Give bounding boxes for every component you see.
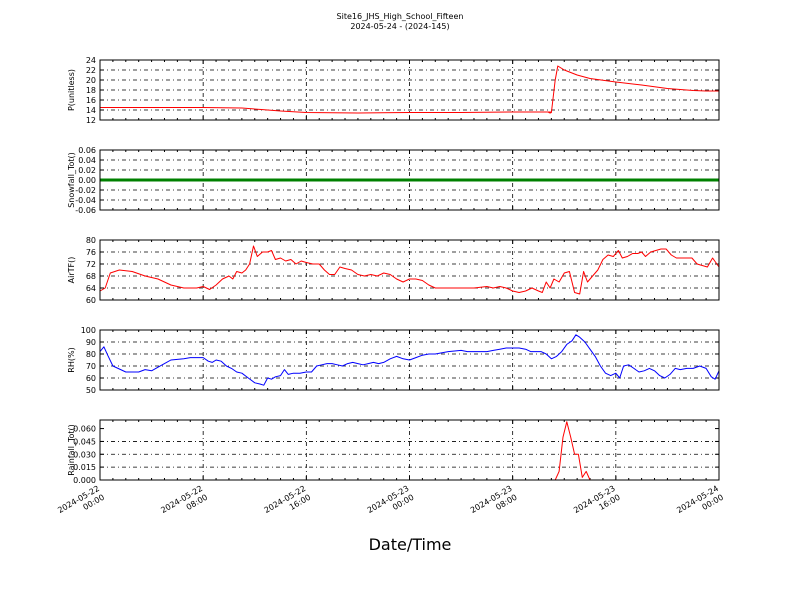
x-tick-label: 2024-05-2208:00 <box>159 484 209 524</box>
x-axis-label: Date/Time <box>369 535 452 554</box>
y-tick-label: -0.06 <box>75 206 96 215</box>
y-tick-label: 90 <box>86 338 96 347</box>
y-tick-label: -0.02 <box>75 186 96 195</box>
y-tick-label: 0.00 <box>78 176 96 185</box>
y-tick-label: 0.015 <box>73 463 96 472</box>
y-axis-label: P(unitless) <box>67 69 76 111</box>
y-axis-label: RH(%) <box>67 347 76 372</box>
x-axis-tick-labels: 2024-05-2200:00 2024-05-2208:00 2024-05-22… <box>56 484 725 524</box>
x-tick-label: 2024-05-2400:00 <box>675 484 725 524</box>
x-tick-label: 2024-05-2200:00 <box>56 484 106 524</box>
x-tick-label: 2024-05-2216:00 <box>263 484 313 524</box>
y-tick-label: 0.000 <box>73 476 96 485</box>
panel-frame <box>99 149 720 211</box>
y-tick-label: 60 <box>86 374 96 383</box>
y-tick-label: 80 <box>86 350 96 359</box>
y-tick-label: 80 <box>86 236 96 245</box>
y-axis-label: Snowfall_Tot() <box>67 152 76 208</box>
series-line <box>99 334 720 386</box>
x-tick-label: 2024-05-2316:00 <box>572 484 622 524</box>
y-tick-label: 76 <box>86 248 96 257</box>
y-tick-label: 18 <box>86 86 96 95</box>
y-tick-label: 0.04 <box>78 156 96 165</box>
y-tick-label: 0.045 <box>73 437 96 446</box>
panel-frame <box>99 329 720 391</box>
panel-frame <box>99 59 720 121</box>
y-axis-label: AirTF() <box>67 257 76 284</box>
y-tick-label: 0.030 <box>73 450 96 459</box>
panel-3: 50 60 70 80 90 100 RH(%) <box>67 326 720 395</box>
y-tick-label: 12 <box>86 116 96 125</box>
series-line <box>99 245 720 295</box>
panel-1: -0.06-0.04-0.020.000.020.040.06Snowfall_… <box>67 146 720 215</box>
x-tick-label: 2024-05-2300:00 <box>366 484 416 524</box>
y-tick-label: 50 <box>86 386 96 395</box>
y-tick-label: -0.04 <box>75 196 96 205</box>
figure-subtitle: 2024-05-24 - (2024-145) <box>350 22 449 31</box>
y-tick-label: 22 <box>86 66 96 75</box>
panel-2: 60 64 68 72 76 80 AirTF() <box>67 236 720 305</box>
y-tick-label: 0.060 <box>73 425 96 434</box>
y-tick-label: 0.02 <box>78 166 96 175</box>
y-tick-label: 70 <box>86 362 96 371</box>
y-tick-label: 68 <box>86 272 96 281</box>
x-tick-label: 2024-05-2308:00 <box>469 484 519 524</box>
series-line <box>100 65 719 114</box>
figure-title: Site16_JHS_High_School_Fifteen <box>337 12 464 21</box>
y-tick-label: 100 <box>81 326 96 335</box>
y-tick-label: 16 <box>86 96 96 105</box>
y-tick-label: 72 <box>86 260 96 269</box>
y-axis-label: Rainfall_Tot() <box>67 424 76 476</box>
y-tick-label: 60 <box>86 296 96 305</box>
y-tick-label: 20 <box>86 76 96 85</box>
y-tick-label: 24 <box>86 56 96 65</box>
y-tick-label: 0.06 <box>78 146 96 155</box>
y-tick-label: 64 <box>86 284 96 293</box>
y-tick-label: 14 <box>86 106 96 115</box>
panel-frame <box>99 239 720 301</box>
panel-frame <box>99 419 720 481</box>
